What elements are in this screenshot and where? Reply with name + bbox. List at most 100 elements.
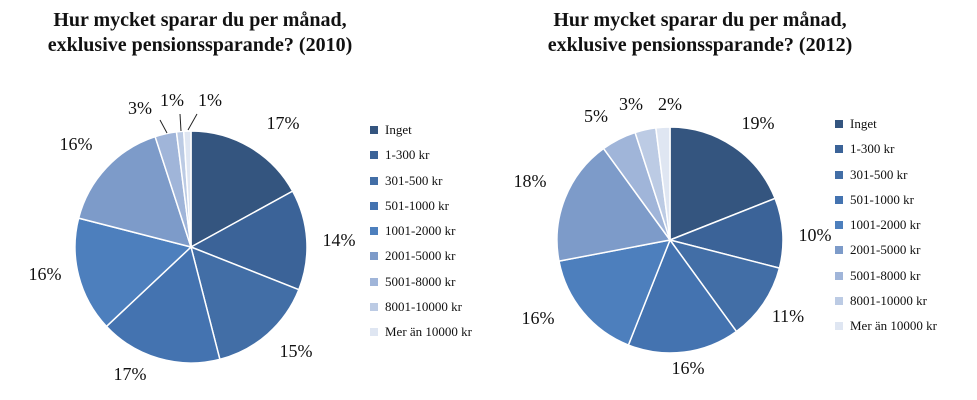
pie-slice-inget: [190, 130, 294, 249]
legend-item: Mer än 10000 kr: [370, 322, 472, 344]
chart-title-line-1: Hur mycket sparar du per månad,: [553, 9, 847, 31]
pie-slice-1001-2000-kr: [558, 239, 672, 347]
data-label: 10%: [799, 225, 832, 245]
legend-label: 8001-10000 kr: [850, 293, 927, 309]
legend-label: Mer än 10000 kr: [850, 318, 938, 334]
legend-item: 1001-2000 kr: [835, 215, 937, 237]
pie-slice-301-500-kr: [668, 238, 781, 333]
data-label: 14%: [323, 230, 356, 250]
legend-item: 5001-8000 kr: [835, 266, 937, 288]
data-label: 1%: [198, 90, 222, 110]
legend-swatch: [835, 120, 843, 128]
legend-item: 1-300 kr: [835, 139, 937, 161]
legend-item: 8001-10000 kr: [835, 291, 937, 313]
legend-swatch: [835, 271, 843, 280]
legend-label: 5001-8000 kr: [385, 273, 456, 289]
pie-slice-1-300-kr: [667, 197, 784, 270]
legend-swatch: [370, 303, 378, 312]
legend-2010: Inget 1-300 kr 301-500 kr 501-1000 kr 1001-2…: [370, 120, 472, 348]
legend-label: 501-1000 kr: [850, 191, 914, 207]
legend-item: 501-1000 kr: [835, 190, 937, 212]
legend-item: 2001-5000 kr: [835, 240, 937, 262]
legend-swatch: [835, 170, 843, 179]
pie-slice-1001-2000-kr: [74, 217, 193, 328]
legend-item: 1-300 kr: [370, 145, 472, 167]
legend-swatch: [835, 195, 843, 204]
pie-plot-2012: 19% 10% 11% 16% 16% 18% 5% 3% 2%: [514, 94, 832, 378]
data-label: 16%: [60, 134, 93, 154]
legend-label: 301-500 kr: [385, 172, 443, 188]
legend-swatch: [370, 151, 378, 160]
legend-item: Mer än 10000 kr: [835, 316, 937, 338]
legend-2012: Inget 1-300 kr 301-500 kr 501-1000 kr 1001-2…: [835, 114, 937, 342]
legend-swatch: [370, 176, 378, 185]
pie-slice-inget: [669, 126, 777, 242]
data-label: 16%: [522, 308, 555, 328]
pie-slice-501-1000-kr: [627, 238, 738, 354]
pie-slice-mer-n-10000-kr: [182, 130, 192, 248]
legend-label: Inget: [850, 116, 877, 131]
pie-slice-2001-5000-kr: [556, 147, 672, 263]
pie-slice-301-500-kr: [189, 245, 300, 361]
legend-item: 1001-2000 kr: [370, 221, 472, 243]
legend-label: Inget: [385, 122, 412, 137]
legend-label: 501-1000 kr: [385, 197, 449, 213]
chart-title-line-2: exklusive pensionssparande? (2010): [47, 34, 353, 56]
data-label: 15%: [280, 341, 313, 361]
legend-item: 8001-10000 kr: [370, 297, 472, 319]
data-label: 16%: [29, 264, 62, 284]
pie-slice-mer-n-10000-kr: [655, 126, 671, 241]
legend-label: 2001-5000 kr: [850, 242, 921, 258]
legend-label: 8001-10000 kr: [385, 299, 462, 315]
legend-swatch: [370, 277, 378, 286]
data-label: 3%: [619, 94, 643, 114]
pie-slice-501-1000-kr: [105, 245, 221, 364]
legend-swatch: [835, 297, 843, 306]
data-label: 16%: [672, 358, 705, 378]
leader-line: [179, 113, 182, 132]
legend-label: 5001-8000 kr: [850, 267, 921, 283]
pie-chart-2010: Hur mycket sparar du per månad, exklusiv…: [0, 8, 473, 384]
legend-item: 501-1000 kr: [370, 196, 472, 218]
legend-label: 2001-5000 kr: [385, 248, 456, 264]
legend-label: 1-300 kr: [850, 141, 895, 157]
legend-label: Mer än 10000 kr: [385, 324, 473, 340]
data-label: 19%: [742, 113, 775, 133]
legend-label: 1-300 kr: [385, 147, 430, 163]
legend-swatch: [835, 246, 843, 255]
pie-slice-1-300-kr: [189, 190, 308, 291]
leader-line: [187, 113, 198, 131]
chart-title-2012: Hur mycket sparar du per månad, exklusiv…: [490, 8, 910, 58]
pie-slice-2001-5000-kr: [77, 135, 193, 249]
legend-label: 1001-2000 kr: [850, 217, 921, 233]
legend-label: 1001-2000 kr: [385, 223, 456, 239]
leader-line: [159, 119, 168, 134]
data-label: 2%: [658, 94, 682, 114]
chart-title-line-1: Hur mycket sparar du per månad,: [53, 9, 347, 31]
data-label: 17%: [267, 113, 300, 133]
legend-swatch: [370, 227, 378, 236]
legend-item: 2001-5000 kr: [370, 246, 472, 268]
pie-chart-2012: Hur mycket sparar du per månad, exklusiv…: [490, 0, 977, 400]
data-label: 1%: [160, 90, 184, 110]
legend-item: 301-500 kr: [835, 165, 937, 187]
legend-item: 5001-8000 kr: [370, 272, 472, 294]
legend-item: Inget: [835, 114, 937, 136]
legend-swatch: [370, 328, 378, 337]
legend-label: 301-500 kr: [850, 166, 908, 182]
legend-swatch: [835, 145, 843, 154]
data-label: 3%: [128, 98, 152, 118]
legend-item: Inget: [370, 120, 472, 142]
data-label: 11%: [772, 306, 804, 326]
legend-swatch: [835, 322, 843, 331]
data-label: 5%: [584, 106, 608, 126]
chart-title-2010: Hur mycket sparar du per månad, exklusiv…: [0, 8, 410, 58]
data-label: 18%: [514, 171, 547, 191]
pie-plot-2010: 17% 14% 15% 17% 16% 16% 3% 1% 1%: [29, 90, 356, 384]
legend-item: 301-500 kr: [370, 171, 472, 193]
data-label: 17%: [114, 364, 147, 384]
legend-swatch: [370, 252, 378, 261]
legend-swatch: [835, 221, 843, 230]
legend-swatch: [370, 201, 378, 210]
chart-title-line-2: exklusive pensionssparande? (2012): [547, 34, 853, 56]
